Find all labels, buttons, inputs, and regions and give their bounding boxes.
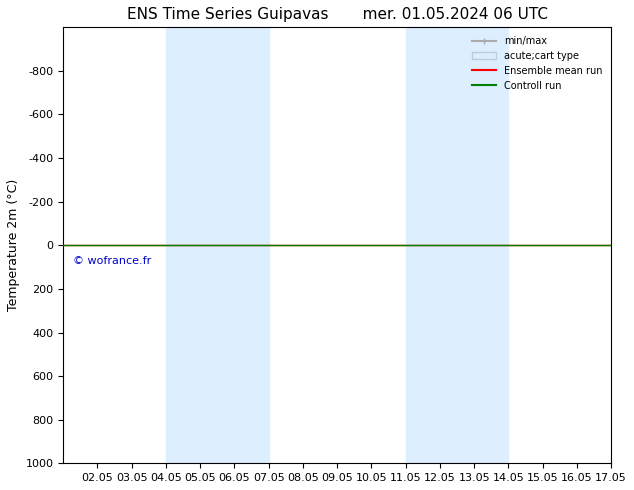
Legend: min/max, acute;cart type, Ensemble mean run, Controll run: min/max, acute;cart type, Ensemble mean … — [468, 32, 606, 95]
Title: ENS Time Series Guipavas       mer. 01.05.2024 06 UTC: ENS Time Series Guipavas mer. 01.05.2024… — [127, 7, 548, 22]
Bar — [406, 27, 508, 464]
Text: © wofrance.fr: © wofrance.fr — [74, 256, 152, 266]
Bar — [166, 27, 269, 464]
Y-axis label: Temperature 2m (°C): Temperature 2m (°C) — [7, 179, 20, 312]
